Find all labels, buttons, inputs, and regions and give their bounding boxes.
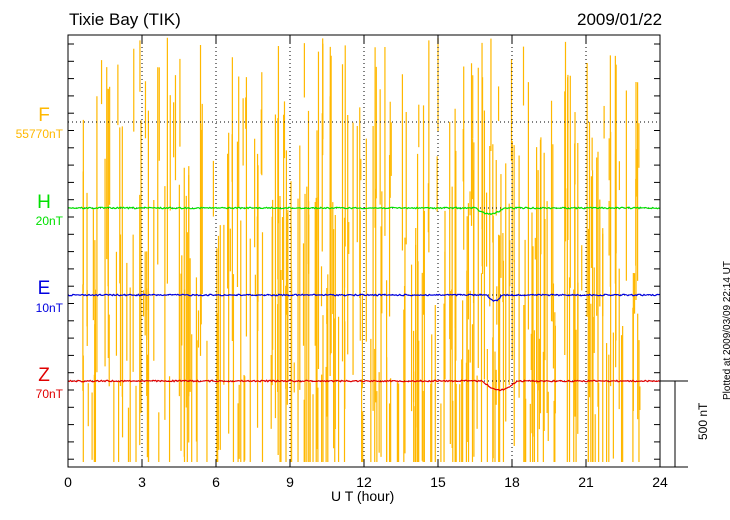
series-label-z: Z	[38, 365, 50, 386]
x-tick-label: 21	[578, 474, 594, 490]
series-label-h: H	[37, 192, 51, 213]
series-scale-e: 10nT	[35, 301, 63, 315]
x-tick-label: 15	[430, 474, 446, 490]
series-scale-h: 20nT	[35, 214, 63, 228]
chart-date: 2009/01/22	[577, 10, 663, 29]
trace-z	[67, 379, 661, 392]
trace-h	[67, 206, 661, 216]
x-tick-label: 3	[138, 474, 146, 490]
series-scale-z: 70nT	[35, 387, 63, 401]
series-label-f: F	[38, 105, 50, 126]
x-axis-label: U T (hour)	[331, 488, 395, 504]
plotted-timestamp: Plotted at 2009/03/09 22:14 UT	[722, 261, 730, 400]
x-tick-label: 24	[652, 474, 668, 490]
x-tick-label: 6	[212, 474, 220, 490]
trace-e	[67, 293, 661, 302]
x-tick-label: 9	[286, 474, 294, 490]
x-tick-label: 12	[356, 474, 372, 490]
x-tick-label: 18	[504, 474, 520, 490]
chart-title: Tixie Bay (TIK)	[69, 10, 181, 29]
series-label-e: E	[37, 278, 51, 299]
scale-bar-label: 500 nT	[696, 402, 710, 440]
series-scale-f: 55770nT	[15, 127, 63, 141]
x-tick-label: 0	[64, 474, 72, 490]
